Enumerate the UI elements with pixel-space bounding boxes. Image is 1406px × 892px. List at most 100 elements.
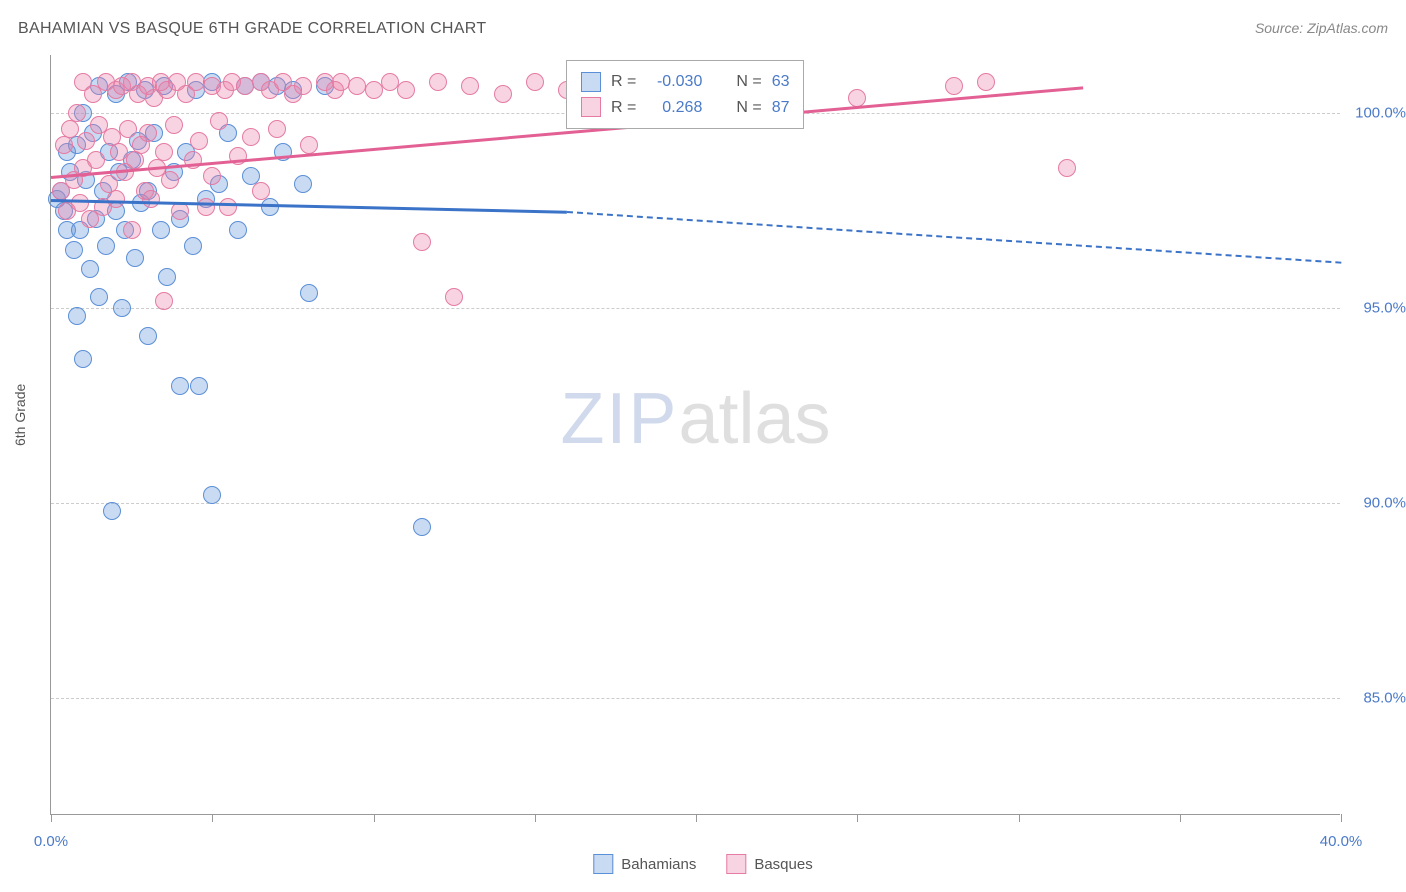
x-tick xyxy=(212,814,213,822)
gridline-horizontal xyxy=(51,698,1340,699)
scatter-point xyxy=(187,73,205,91)
legend-stats-row: R = 0.268 N = 87 xyxy=(581,95,789,121)
scatter-point xyxy=(210,112,228,130)
scatter-point xyxy=(229,221,247,239)
x-tick-label: 0.0% xyxy=(34,833,68,850)
scatter-point xyxy=(171,377,189,395)
x-tick xyxy=(1180,814,1181,822)
x-tick xyxy=(374,814,375,822)
plot-area: ZIPatlas 85.0%90.0%95.0%100.0%0.0%40.0% xyxy=(50,55,1340,815)
watermark-part2: atlas xyxy=(678,379,830,459)
scatter-point xyxy=(68,104,86,122)
scatter-point xyxy=(142,190,160,208)
x-tick xyxy=(535,814,536,822)
legend-item: Bahamians xyxy=(593,854,696,874)
x-tick xyxy=(696,814,697,822)
legend-label: Bahamians xyxy=(621,856,696,873)
n-value: 87 xyxy=(772,95,790,121)
scatter-point xyxy=(97,237,115,255)
scatter-point xyxy=(945,77,963,95)
scatter-point xyxy=(461,77,479,95)
scatter-point xyxy=(242,128,260,146)
watermark: ZIPatlas xyxy=(560,378,830,460)
scatter-point xyxy=(65,241,83,259)
y-tick-label: 95.0% xyxy=(1346,300,1406,317)
scatter-point xyxy=(1058,159,1076,177)
gridline-horizontal xyxy=(51,308,1340,309)
scatter-point xyxy=(413,518,431,536)
scatter-point xyxy=(190,377,208,395)
scatter-point xyxy=(113,299,131,317)
scatter-point xyxy=(190,132,208,150)
scatter-point xyxy=(413,233,431,251)
x-tick xyxy=(51,814,52,822)
scatter-point xyxy=(61,120,79,138)
r-value: -0.030 xyxy=(646,69,702,95)
trend-line-dashed xyxy=(567,211,1341,264)
scatter-point xyxy=(119,120,137,138)
legend-label: Basques xyxy=(754,856,812,873)
scatter-point xyxy=(429,73,447,91)
source-attribution: Source: ZipAtlas.com xyxy=(1255,20,1388,36)
n-value: 63 xyxy=(772,69,790,95)
scatter-point xyxy=(55,136,73,154)
scatter-point xyxy=(294,77,312,95)
x-tick xyxy=(1341,814,1342,822)
scatter-point xyxy=(294,175,312,193)
scatter-point xyxy=(300,284,318,302)
scatter-point xyxy=(165,116,183,134)
scatter-point xyxy=(68,307,86,325)
scatter-point xyxy=(126,151,144,169)
scatter-point xyxy=(494,85,512,103)
scatter-point xyxy=(397,81,415,99)
x-tick xyxy=(857,814,858,822)
scatter-point xyxy=(332,73,350,91)
legend-swatch xyxy=(593,854,613,874)
scatter-point xyxy=(152,221,170,239)
y-tick-label: 100.0% xyxy=(1346,105,1406,122)
scatter-point xyxy=(219,198,237,216)
scatter-point xyxy=(139,124,157,142)
legend-bottom: Bahamians Basques xyxy=(593,854,812,874)
trend-line xyxy=(51,199,567,214)
scatter-point xyxy=(103,502,121,520)
x-tick-label: 40.0% xyxy=(1320,833,1363,850)
scatter-point xyxy=(268,120,286,138)
legend-stats-box: R = -0.030 N = 63R = 0.268 N = 87 xyxy=(566,60,804,129)
r-value: 0.268 xyxy=(646,95,702,121)
x-tick xyxy=(1019,814,1020,822)
scatter-point xyxy=(107,190,125,208)
scatter-point xyxy=(252,182,270,200)
scatter-point xyxy=(77,132,95,150)
scatter-point xyxy=(526,73,544,91)
chart-title: BAHAMIAN VS BASQUE 6TH GRADE CORRELATION… xyxy=(18,20,486,38)
scatter-point xyxy=(184,237,202,255)
gridline-horizontal xyxy=(51,503,1340,504)
y-tick-label: 90.0% xyxy=(1346,495,1406,512)
scatter-point xyxy=(300,136,318,154)
r-label: R = xyxy=(611,95,636,121)
n-label: N = xyxy=(736,95,761,121)
scatter-point xyxy=(203,167,221,185)
watermark-part1: ZIP xyxy=(560,379,678,459)
scatter-point xyxy=(87,151,105,169)
scatter-point xyxy=(139,327,157,345)
scatter-point xyxy=(197,198,215,216)
scatter-point xyxy=(161,171,179,189)
scatter-point xyxy=(155,292,173,310)
scatter-point xyxy=(203,486,221,504)
scatter-point xyxy=(348,77,366,95)
scatter-point xyxy=(445,288,463,306)
scatter-point xyxy=(123,221,141,239)
n-label: N = xyxy=(736,69,761,95)
legend-stats-row: R =-0.030N =63 xyxy=(581,69,789,95)
scatter-point xyxy=(158,268,176,286)
scatter-point xyxy=(126,249,144,267)
scatter-point xyxy=(90,288,108,306)
legend-item: Basques xyxy=(726,854,812,874)
y-axis-label: 6th Grade xyxy=(12,384,28,446)
scatter-point xyxy=(848,89,866,107)
y-tick-label: 85.0% xyxy=(1346,690,1406,707)
scatter-point xyxy=(74,350,92,368)
legend-swatch xyxy=(581,97,601,117)
